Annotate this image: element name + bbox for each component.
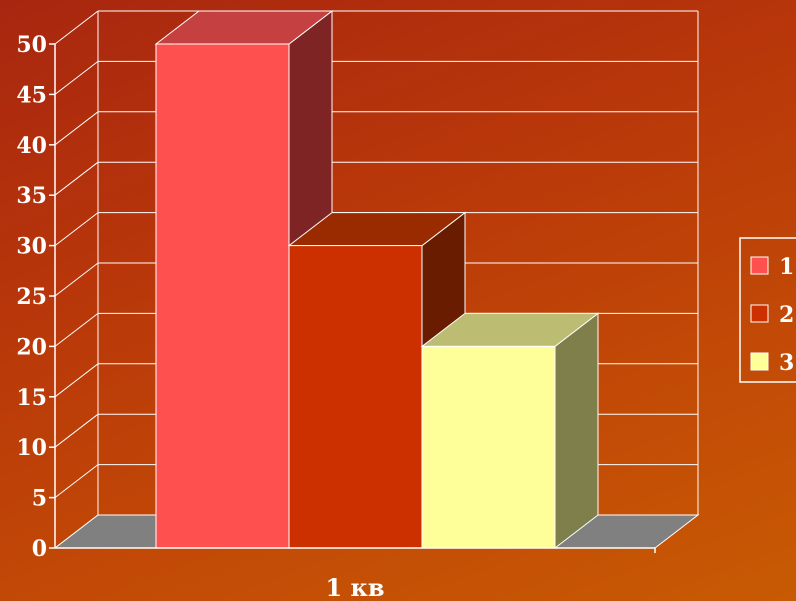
gridline-left-10 [54, 413, 99, 448]
legend-label-3: 3 [779, 350, 794, 376]
bar-front-1 [155, 43, 290, 549]
gridline-left-30 [54, 212, 99, 246]
bars [154, 9, 600, 550]
gridline-left-25 [54, 262, 99, 297]
bar-side-3 [554, 312, 599, 550]
gridline-left-50 [54, 10, 99, 45]
legend-box [739, 237, 796, 383]
gridline-left-40 [54, 111, 99, 146]
y-tick-label-25: 25 [16, 284, 47, 310]
y-tick-label-5: 5 [32, 486, 47, 512]
y-tick-label-0: 0 [32, 536, 47, 562]
y-tick-label-15: 15 [16, 385, 47, 411]
bar-front-3 [421, 345, 556, 549]
gridline-left-5 [54, 464, 99, 498]
bar-series-3 [420, 312, 600, 550]
y-tick-label-30: 30 [16, 234, 47, 260]
y-tick-label-35: 35 [16, 183, 47, 209]
legend: 1 2 3 [739, 237, 796, 383]
gridline-left-45 [54, 61, 99, 95]
gridline-left-20 [54, 313, 99, 347]
y-tick-label-50: 50 [16, 32, 47, 58]
y-tick-label-40: 40 [16, 133, 47, 159]
legend-label-1: 1 [779, 254, 794, 280]
y-tick-label-20: 20 [16, 334, 47, 360]
x-axis-categories: 1 кв [325, 573, 384, 601]
x-category-label: 1 кв [325, 573, 384, 601]
legend-swatch-1 [750, 256, 769, 275]
y-axis-ticks: 0 5 10 15 20 25 30 35 40 45 50 [16, 32, 55, 562]
y-tick-label-10: 10 [16, 435, 47, 461]
y-tick-label-45: 45 [16, 82, 47, 108]
legend-label-2: 2 [779, 302, 794, 328]
gridline-left-35 [54, 161, 99, 196]
legend-swatch-2 [750, 304, 769, 323]
legend-swatch-3 [750, 352, 769, 371]
gridline-left-15 [54, 363, 99, 398]
bar-front-2 [288, 245, 423, 549]
